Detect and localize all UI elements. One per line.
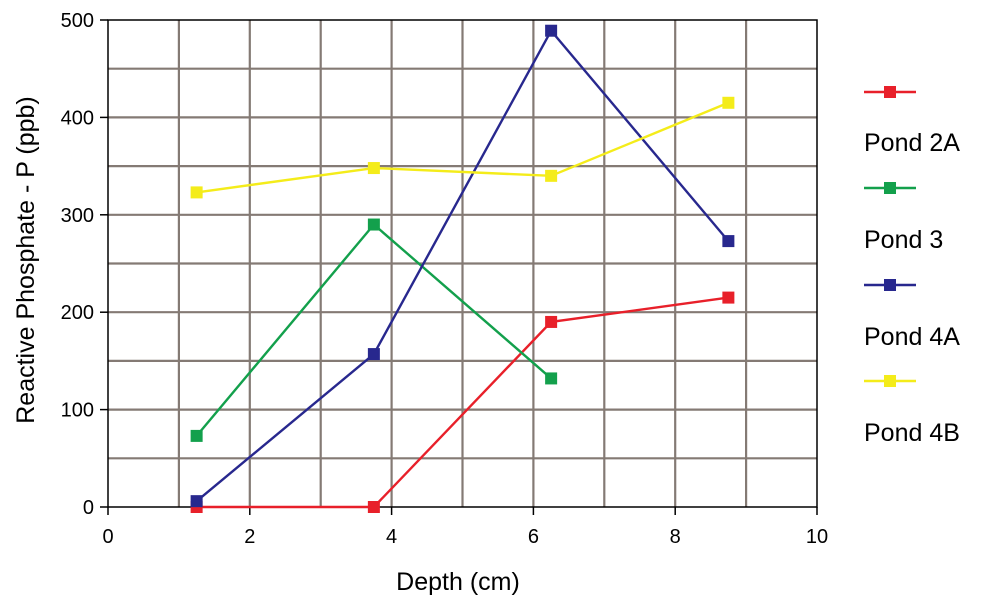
legend-label-4: Pond 4B bbox=[864, 419, 960, 447]
legend-marker-1 bbox=[884, 86, 896, 98]
legend-marker-3 bbox=[884, 279, 896, 291]
x-tick-label: 4 bbox=[386, 526, 397, 548]
y-axis-title: Reactive Phosphate - P (ppb) bbox=[12, 96, 40, 424]
data-point bbox=[190, 186, 203, 199]
x-tick-label: 2 bbox=[244, 526, 255, 548]
plot-frame bbox=[107, 19, 818, 508]
legend: Pond 2A Pond 3 Pond 4A Pond 4B bbox=[864, 86, 960, 447]
tick-labels: 0 100 200 300 400 500 0 2 4 6 8 10 bbox=[61, 10, 829, 548]
series-line-3 bbox=[195, 28, 730, 503]
series-layer bbox=[190, 24, 735, 513]
grid bbox=[108, 20, 817, 507]
data-point bbox=[545, 169, 558, 182]
data-point bbox=[545, 315, 558, 328]
data-point bbox=[545, 24, 558, 37]
x-tick-label: 10 bbox=[806, 526, 828, 548]
y-tick-label: 400 bbox=[61, 107, 94, 129]
y-tick-label: 0 bbox=[83, 497, 94, 519]
y-tick-label: 300 bbox=[61, 205, 94, 227]
x-tick-label: 8 bbox=[670, 526, 681, 548]
x-tick-label: 6 bbox=[528, 526, 539, 548]
data-point bbox=[722, 96, 735, 109]
data-point bbox=[722, 291, 735, 304]
data-point bbox=[367, 501, 380, 513]
legend-label-1: Pond 2A bbox=[864, 129, 960, 157]
legend-label-2: Pond 3 bbox=[864, 226, 943, 254]
y-tick-label: 200 bbox=[61, 302, 94, 324]
data-point bbox=[367, 218, 380, 231]
data-point bbox=[190, 495, 203, 508]
axes bbox=[100, 19, 818, 515]
legend-marker-4 bbox=[884, 375, 896, 387]
series-line-1 bbox=[196, 296, 729, 509]
legend-label-3: Pond 4A bbox=[864, 323, 960, 351]
data-point bbox=[190, 429, 203, 442]
legend-marker-2 bbox=[884, 182, 896, 194]
data-point bbox=[367, 348, 380, 361]
data-point bbox=[722, 235, 735, 248]
y-tick-label: 500 bbox=[61, 10, 94, 32]
data-point bbox=[367, 162, 380, 175]
x-axis-title: Depth (cm) bbox=[396, 568, 520, 596]
series-line-4 bbox=[196, 101, 729, 194]
y-tick-label: 100 bbox=[61, 400, 94, 422]
data-point bbox=[545, 372, 558, 385]
x-tick-label: 0 bbox=[102, 526, 113, 548]
